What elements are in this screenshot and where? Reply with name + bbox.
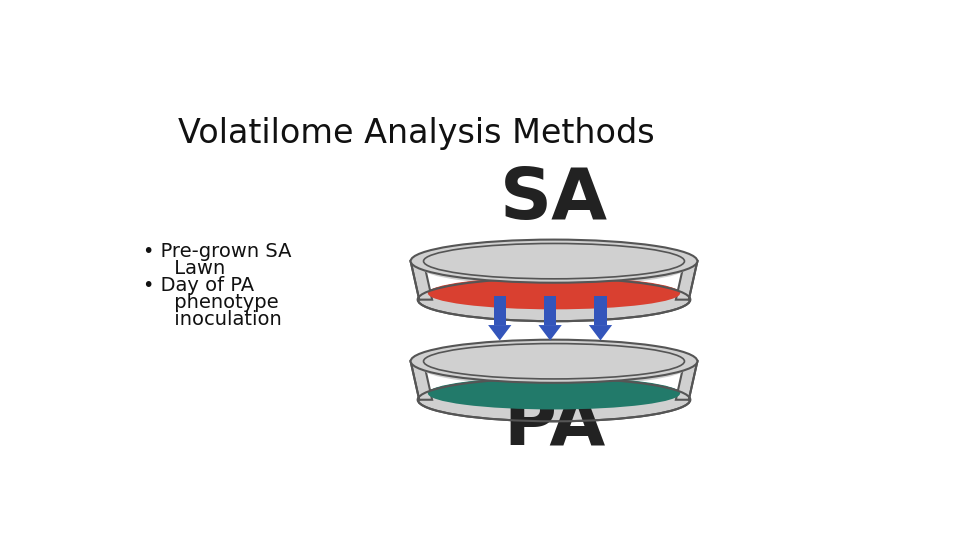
Ellipse shape: [422, 251, 685, 285]
Text: inoculation: inoculation: [143, 309, 282, 329]
Text: phenotype: phenotype: [143, 293, 278, 312]
Bar: [493, 296, 506, 325]
Ellipse shape: [418, 278, 690, 321]
Polygon shape: [676, 361, 697, 400]
Text: • Pre-grown SA: • Pre-grown SA: [143, 242, 292, 261]
Text: SA: SA: [500, 165, 608, 234]
Text: Volatilome Analysis Methods: Volatilome Analysis Methods: [179, 117, 655, 150]
Polygon shape: [676, 261, 697, 300]
Ellipse shape: [411, 240, 697, 283]
Bar: [544, 296, 557, 325]
Ellipse shape: [422, 351, 685, 386]
Text: Lawn: Lawn: [143, 259, 226, 278]
Text: PA: PA: [503, 390, 605, 460]
Polygon shape: [411, 361, 432, 400]
Ellipse shape: [428, 377, 681, 409]
Text: • Day of PA: • Day of PA: [143, 276, 254, 295]
Polygon shape: [488, 325, 512, 340]
Polygon shape: [588, 325, 612, 340]
Bar: [594, 296, 607, 325]
Ellipse shape: [411, 340, 697, 383]
Polygon shape: [539, 325, 562, 340]
Ellipse shape: [428, 277, 681, 309]
Polygon shape: [411, 261, 432, 300]
Ellipse shape: [418, 378, 690, 421]
